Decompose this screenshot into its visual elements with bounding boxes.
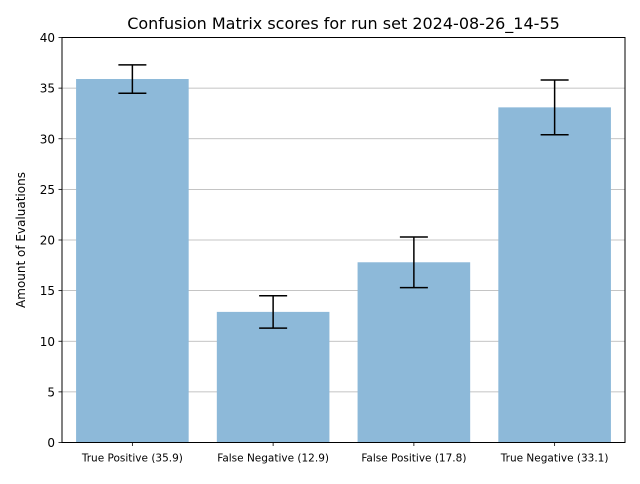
bar [216, 311, 330, 443]
y-tick-label: 10 [40, 335, 55, 349]
bar [357, 262, 471, 443]
x-tick-label: False Positive (17.8) [361, 453, 466, 465]
y-tick-label: 5 [47, 385, 55, 399]
x-tick-label: False Negative (12.9) [217, 453, 329, 465]
y-axis-ticks: 0 5 10 15 20 25 30 35 40 [40, 31, 62, 450]
y-tick-label: 20 [40, 234, 55, 248]
y-tick-label: 35 [40, 82, 55, 96]
x-tick-label: True Positive (35.9) [81, 453, 183, 465]
y-tick-label: 40 [40, 31, 55, 45]
y-tick-label: 0 [47, 436, 55, 450]
chart-title: Confusion Matrix scores for run set 2024… [127, 14, 560, 34]
bar [76, 79, 189, 443]
y-tick-label: 25 [40, 183, 55, 197]
x-axis-ticks: True Positive (35.9) False Negative (12.9… [81, 442, 609, 465]
y-axis-label: Amount of Evaluations [14, 172, 28, 308]
y-tick-label: 30 [40, 132, 55, 146]
x-tick-label: True Negative (33.1) [500, 453, 609, 465]
y-tick-label: 15 [40, 284, 55, 298]
error-bars [118, 64, 569, 329]
bar [498, 107, 611, 443]
bars [76, 79, 611, 443]
